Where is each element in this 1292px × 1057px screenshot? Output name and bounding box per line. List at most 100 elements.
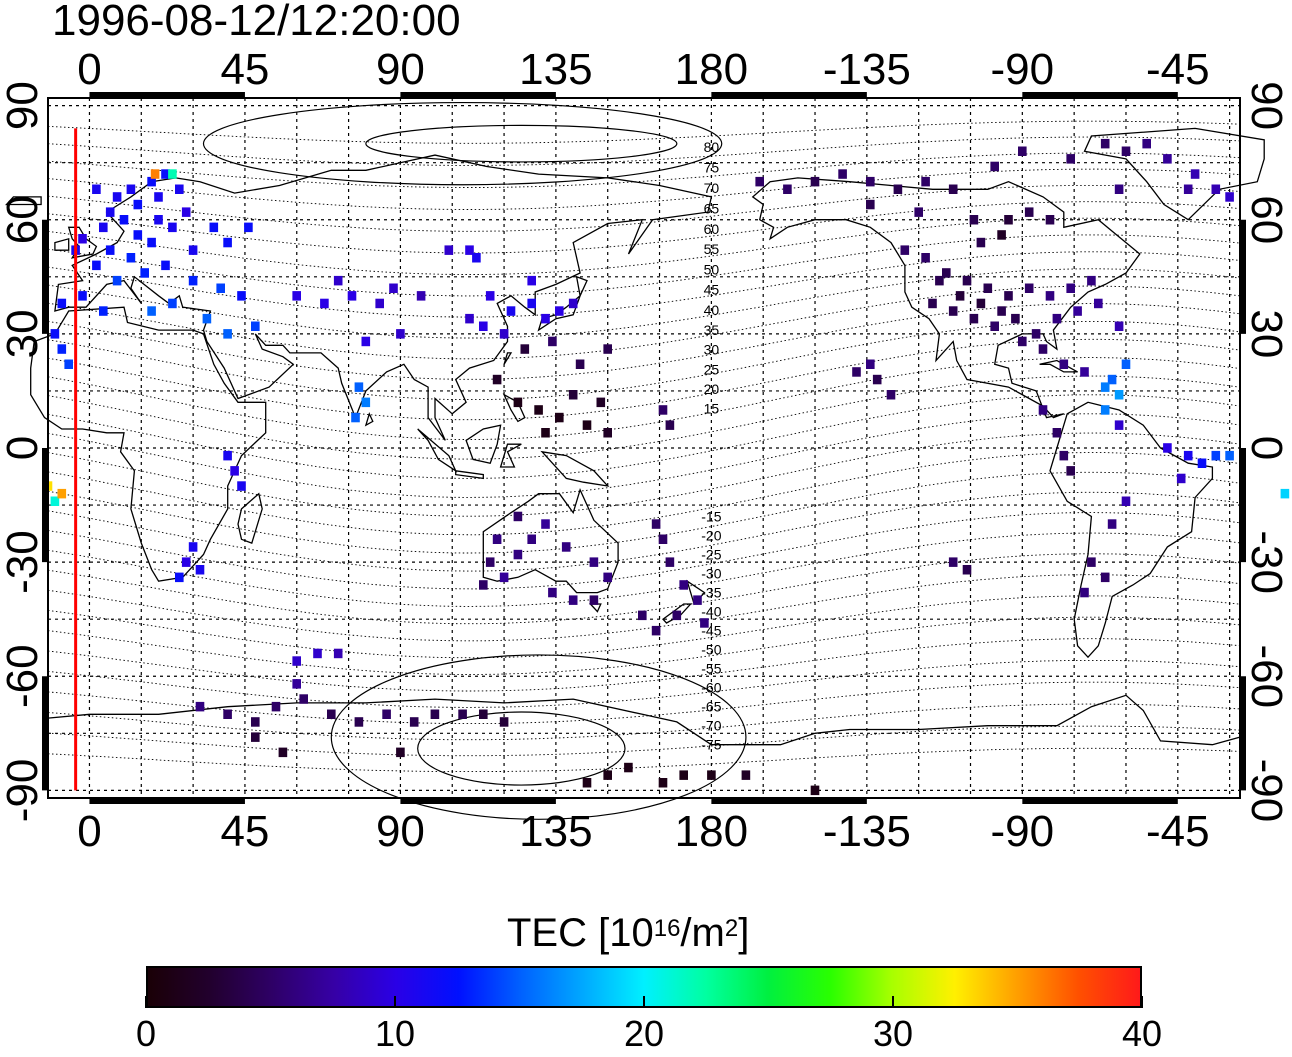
right-lat-label: 0 [1242,436,1291,460]
mlat-label: 35 [704,322,720,338]
tec-cell [568,390,578,400]
top-lon-label: 180 [675,45,748,94]
tec-cell [237,291,246,301]
tec-cell [990,321,999,331]
tec-cell [492,534,502,544]
tec-cell [354,717,364,727]
tec-cell [479,321,488,331]
tec-cell [1018,336,1027,347]
coastline-namerica [751,177,1141,419]
tec-cell [651,625,661,636]
tec-cell [651,519,661,529]
tec-cell [133,230,143,240]
tec-cell [589,557,599,567]
tec-cell [92,260,101,271]
right-lat-label: 90 [1242,81,1291,130]
tec-cell [541,313,550,324]
tec-cell [119,215,129,225]
mlat-contour [47,532,1241,607]
tec-cell [990,161,999,172]
tec-cell [948,557,958,567]
tec-cell [741,770,751,780]
tec-cell [1114,184,1124,194]
tec-cell [1100,572,1110,583]
tec-cell [548,336,557,347]
tec-cell [499,572,509,583]
mag-pole-contour [365,124,678,163]
left-lat-label: -90 [0,759,47,823]
tec-cell [50,329,60,339]
bottom-lon-label: -90 [991,807,1055,856]
tec-cell [499,329,509,339]
frame-segment [89,92,245,97]
mlat-label: 40 [704,302,720,318]
tec-cell [278,747,288,758]
mlat-label: -30 [701,566,721,582]
tec-cell [665,420,675,430]
mlat-label: 50 [704,262,720,278]
tec-cell [223,329,232,339]
tec-cell [168,298,177,309]
tec-cell [665,557,675,567]
mlat-label: -15 [701,508,721,524]
tec-cell [1087,275,1096,286]
tec-cell [513,511,523,522]
tec-cell [361,397,371,408]
tec-cell [568,595,578,605]
tec-cell [1211,184,1221,194]
tec-cell [1073,306,1082,316]
tec-cell [251,732,260,742]
tec-cell [534,405,543,415]
tec-cell [168,222,177,233]
tec-cell [527,275,536,286]
tec-cell [921,176,930,187]
tec-cell [1183,184,1193,194]
tec-cell [886,390,896,400]
tec-cell [409,717,419,727]
tec-cell [914,207,923,217]
tec-cell [50,496,60,506]
mlat-contour [47,512,1241,590]
tec-cell [1114,321,1124,331]
right-lat-label: 30 [1242,309,1291,358]
mlat-label: -50 [701,642,721,658]
tec-cell [202,313,212,324]
tec-cell [582,778,592,788]
mlat-contour [47,681,1241,725]
tec-cell [112,275,122,286]
tec-cell [1121,146,1131,156]
tec-cell [1045,215,1055,225]
colorbar-tick [643,996,645,1008]
tec-cell [1100,405,1110,415]
tec-cell [175,572,184,583]
tec-cell [292,656,301,666]
tec-cell [838,169,847,179]
tec-cell [541,428,550,438]
tec-cell [92,184,101,194]
tec-cell [624,762,633,773]
tec-cell [658,534,668,544]
tec-cell [1052,428,1062,438]
mlat-contour [47,491,1241,572]
tec-cell [976,237,986,248]
tec-cell [1121,496,1131,506]
mlat-label: -55 [701,661,721,677]
top-lon-label: 90 [376,45,425,94]
frame-segment [1022,799,1178,804]
mlat-contour [47,595,1241,659]
tec-cell [527,298,536,309]
frame-segment [1241,676,1246,791]
tec-cell [492,374,502,385]
mlat-contour [47,136,1241,166]
tec-cell [1059,359,1069,369]
tec-cell [223,450,232,461]
top-lon-label: -45 [1146,45,1210,94]
tec-cell [575,359,585,369]
coastline-cuba [1039,359,1078,373]
tec-cell [1225,450,1234,461]
tec-cell [900,245,910,255]
coastlines [5,127,1265,799]
tec-cell [313,648,322,659]
tec-cell [223,237,232,248]
